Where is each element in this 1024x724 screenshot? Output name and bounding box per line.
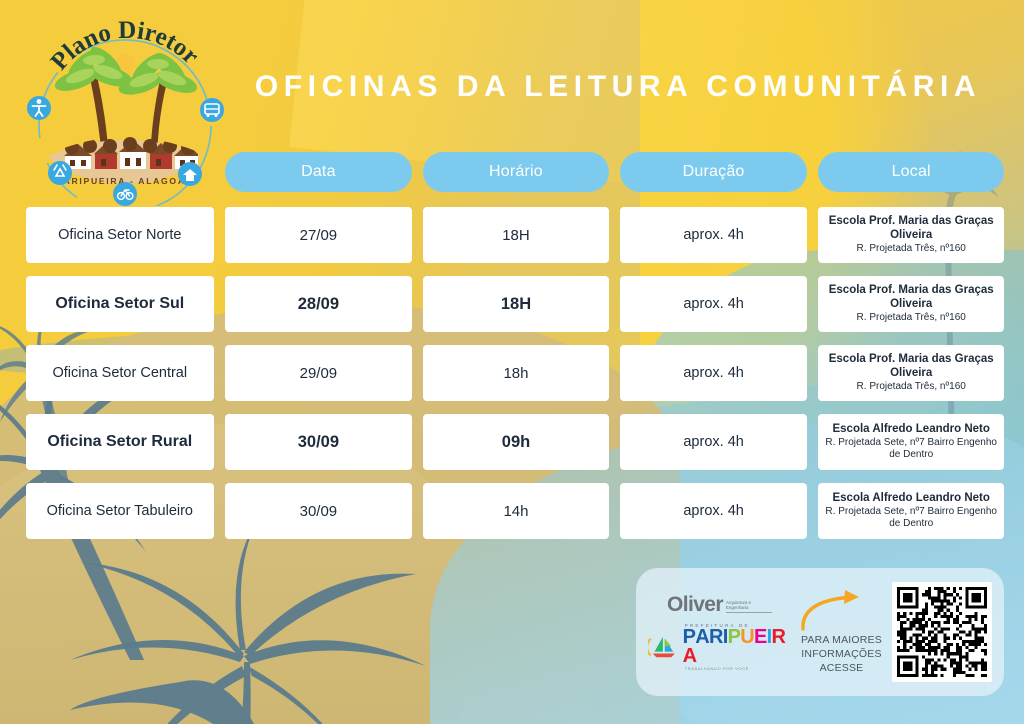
cell-duracao: aprox. 4h — [619, 345, 808, 401]
row-time-text: 18H — [500, 294, 532, 313]
row-date-text: 30/09 — [299, 502, 338, 520]
paripueira-text: PREFEITURA DE PARIPUEIRA TRABALHANDO POR… — [683, 623, 791, 671]
row-school-text: Escola Prof. Maria das Graças Oliveira — [828, 284, 994, 310]
row-duration-text: aprox. 4h — [683, 296, 744, 312]
schedule-table: Data Horário Duração Local Oficina Setor… — [26, 152, 1004, 552]
cell-data: 30/09 — [224, 483, 413, 539]
row-name-text: Oficina Setor Rural — [47, 433, 193, 450]
cell-local: Escola Prof. Maria das Graças Oliveira R… — [818, 207, 1004, 263]
badge-recycle-icon — [48, 161, 72, 185]
qr-code-matrix — [897, 587, 987, 677]
row-time-text: 09h — [501, 432, 531, 451]
cell-horario: 14h — [423, 483, 609, 539]
cell-local: Escola Alfredo Leandro Neto R. Projetada… — [818, 414, 1004, 470]
table-row: Oficina Setor Norte 27/09 18H aprox. 4h … — [26, 207, 1004, 263]
row-school-text: Escola Alfredo Leandro Neto — [832, 491, 990, 504]
row-duration-text: aprox. 4h — [683, 503, 744, 519]
paripueira-wordmark: PARIPUEIRA — [682, 625, 786, 667]
logo-ring — [38, 39, 212, 206]
row-date-text: 27/09 — [299, 226, 338, 244]
row-name-text: Oficina Setor Norte — [58, 227, 182, 243]
oliver-wordmark: Oliver — [667, 592, 724, 616]
cell-duracao: aprox. 4h — [619, 276, 808, 332]
cell-duracao: aprox. 4h — [619, 414, 808, 470]
logo-place-text: PARIPUEIRA - ALAGOAS — [57, 176, 193, 186]
logo-palm-right — [118, 52, 198, 158]
cta-text: PARA MAIORES INFORMAÇÕES ACESSE — [800, 633, 882, 675]
row-date-text: 28/09 — [297, 294, 340, 313]
row-duration-text: aprox. 4h — [683, 434, 744, 450]
cell-horario: 09h — [423, 414, 609, 470]
badge-accessibility-icon — [27, 96, 51, 120]
table-header-row: Data Horário Duração Local — [26, 152, 1004, 192]
badge-house-icon — [178, 162, 202, 186]
paripueira-suffix: TRABALHANDO POR VOCÊ — [684, 665, 749, 671]
row-time-text: 18h — [503, 364, 529, 382]
cell-name: Oficina Setor Rural — [26, 414, 214, 470]
page-title: OFICINAS DA LEITURA COMUNITÁRIA — [254, 70, 982, 103]
cell-data: 28/09 — [224, 276, 413, 332]
oliver-tagline-line2: Engenharia — [725, 605, 749, 610]
sailboat-icon — [648, 636, 675, 657]
row-duration-text: aprox. 4h — [683, 365, 744, 381]
badge-bicycle-icon — [113, 182, 137, 206]
oliver-tagline: Arquitetura e Engenharia — [725, 599, 772, 613]
row-school-text: Escola Prof. Maria das Graças Oliveira — [828, 353, 994, 379]
curved-arrow-icon — [801, 589, 860, 631]
paripueira-prefix: PREFEITURA DE — [684, 622, 750, 628]
oliver-tagline-line1: Arquitetura e — [725, 599, 752, 605]
cell-data: 27/09 — [224, 207, 413, 263]
footer-panel: Oliver Arquitetura e Engenharia PREFEITU… — [636, 568, 1004, 696]
logo-village — [64, 137, 198, 169]
table-row: Oficina Setor Tabuleiro 30/09 14h aprox.… — [26, 483, 1004, 539]
cell-horario: 18H — [423, 207, 609, 263]
row-name-text: Oficina Setor Tabuleiro — [46, 503, 194, 519]
plano-diretor-logo: Plano Diretor — [27, 17, 224, 206]
palm-tree-silhouette-icon — [70, 522, 426, 724]
cell-name: Oficina Setor Central — [26, 345, 214, 401]
row-school-text: Escola Prof. Maria das Graças Oliveira — [828, 215, 994, 241]
cell-horario: 18H — [423, 276, 609, 332]
cell-data: 29/09 — [224, 345, 413, 401]
cell-local: Escola Prof. Maria das Graças Oliveira R… — [818, 276, 1004, 332]
table-row: Oficina Setor Sul 28/09 18H aprox. 4h Es… — [26, 276, 1004, 332]
cell-data: 30/09 — [224, 414, 413, 470]
row-time-text: 18H — [502, 226, 530, 244]
header-spacer — [26, 152, 214, 192]
cta-block: PARA MAIORES INFORMAÇÕES ACESSE — [791, 589, 892, 676]
row-date-text: 30/09 — [297, 432, 340, 451]
row-name-text: Oficina Setor Sul — [55, 295, 185, 312]
logo-palm-left — [54, 46, 133, 158]
row-name-text: Oficina Setor Central — [52, 365, 188, 381]
partner-logos: Oliver Arquitetura e Engenharia PREFEITU… — [648, 594, 791, 671]
header-horario: Horário — [423, 152, 609, 192]
row-address-text: R. Projetada Três, nº160 — [856, 243, 966, 255]
header-duracao: Duração — [619, 152, 808, 192]
row-address-text: R. Projetada Três, nº160 — [856, 312, 966, 324]
row-address-text: R. Projetada Sete, nº7 Bairro Engenho de… — [825, 437, 997, 461]
paripueira-logo: PREFEITURA DE PARIPUEIRA TRABALHANDO POR… — [648, 623, 791, 671]
row-address-text: R. Projetada Três, nº160 — [856, 381, 966, 393]
cell-name: Oficina Setor Tabuleiro — [26, 483, 214, 539]
table-row: Oficina Setor Rural 30/09 09h aprox. 4h … — [26, 414, 1004, 470]
cell-duracao: aprox. 4h — [619, 483, 808, 539]
cell-local: Escola Prof. Maria das Graças Oliveira R… — [818, 345, 1004, 401]
cell-duracao: aprox. 4h — [619, 207, 808, 263]
row-duration-text: aprox. 4h — [683, 227, 744, 243]
cell-name: Oficina Setor Sul — [26, 276, 214, 332]
row-time-text: 14h — [503, 502, 529, 520]
cell-horario: 18h — [423, 345, 609, 401]
row-school-text: Escola Alfredo Leandro Neto — [832, 422, 990, 435]
cell-local: Escola Alfredo Leandro Neto R. Projetada… — [818, 483, 1004, 539]
row-address-text: R. Projetada Sete, nº7 Bairro Engenho de… — [825, 506, 997, 530]
qr-code-icon[interactable] — [892, 582, 992, 682]
cell-name: Oficina Setor Norte — [26, 207, 214, 263]
row-date-text: 29/09 — [299, 364, 338, 382]
table-row: Oficina Setor Central 29/09 18h aprox. 4… — [26, 345, 1004, 401]
header-local: Local — [818, 152, 1004, 192]
header-data: Data — [224, 152, 413, 192]
oliver-logo: Oliver Arquitetura e Engenharia — [667, 594, 772, 615]
badge-bus-icon — [200, 98, 224, 122]
